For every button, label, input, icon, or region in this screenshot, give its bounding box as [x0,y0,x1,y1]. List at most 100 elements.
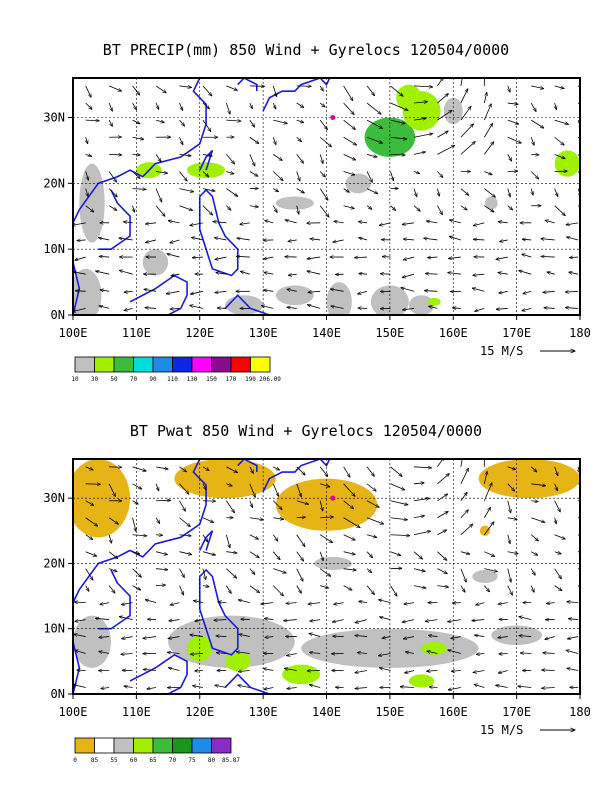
wind-vector [85,568,93,580]
wind-vector [272,534,278,541]
wind-vector [155,205,165,217]
wind-vector [507,518,517,520]
wind-vector [155,154,161,161]
shade-patch [484,196,498,210]
wind-vector [168,668,180,671]
wind-vector [499,291,508,293]
colorbar-swatch [250,356,271,373]
wind-vector [155,585,165,586]
wind-vector [531,551,538,556]
wind-vector [366,188,378,194]
wind-vector [413,483,424,484]
wind-vector [379,600,391,603]
wind-vector [99,256,110,257]
wind-vector [358,222,368,223]
wind-vector [519,617,532,620]
wind-vector [74,602,86,603]
wind-vector [437,145,454,155]
wind-vector [202,188,215,192]
wind-vector [343,569,357,571]
wind-vector [554,552,561,554]
wind-vector [402,619,415,623]
wind-vector [483,507,490,518]
bottom-title: BT Pwat 850 Wind + Gyrelocs 120504/0000 [129,422,483,440]
wind-vector [179,137,182,144]
wind-vector [179,102,182,110]
wind-vector [554,136,565,145]
wind-vector [484,188,495,198]
wind-vector [343,517,360,528]
wind-vector [167,254,180,258]
wind-vector [249,585,260,593]
wind-vector [218,602,227,603]
wind-vector [355,619,368,623]
wind-vector [413,551,423,559]
coastline [129,274,188,315]
wind-vector [437,205,442,215]
wind-vector [202,517,214,523]
wind-vector [343,585,352,590]
wind-vector [296,102,304,108]
wind-vector [413,516,425,518]
wind-vector [297,205,299,214]
wind-vector [124,686,133,687]
y-tick-label: 20N [43,176,65,190]
wind-vector [85,154,92,156]
wind-vector [343,188,350,193]
colorbar-swatch [74,356,95,373]
wind-vector [85,120,100,121]
wind-vector [190,654,203,655]
x-tick-label: 160E [439,705,468,719]
wind-vector [366,119,383,128]
wind-vector [99,651,110,653]
wind-vector [179,568,184,578]
wind-vector [437,512,448,519]
wind-vector [226,171,233,173]
wind-vector [554,568,562,579]
wind-vector [472,288,485,292]
x-tick-label: 140E [312,705,341,719]
x-tick-label: 180 [569,326,591,340]
wind-vector [263,668,274,670]
wind-vector [179,205,192,211]
wind-vector [474,684,485,688]
wind-vector [272,551,280,560]
x-tick-label: 130E [249,705,278,719]
wind-vector [460,459,463,467]
x-tick-label: 100E [59,326,88,340]
vector-reference-label: 15 M/S [480,344,523,358]
colorbar-label: 65 [149,757,157,764]
wind-vector [355,635,368,636]
wind-vector [309,685,321,688]
wind-vector [226,484,232,486]
wind-vector [132,119,140,124]
wind-vector [195,620,203,622]
wind-vector [100,290,110,292]
wind-vector [461,78,463,86]
wind-vector [437,94,448,104]
wind-vector [402,273,415,277]
wind-vector [496,256,508,259]
wind-vector [179,535,191,536]
wind-vector [272,85,276,97]
wind-vector [483,104,491,121]
wind-vector [146,239,157,243]
wind-vector [265,637,274,638]
wind-vector [355,687,368,688]
wind-vector [319,188,328,201]
wind-vector [85,534,93,540]
colorbar-swatch [94,356,115,373]
wind-vector [132,552,140,554]
wind-vector [437,586,448,587]
wind-vector [554,483,558,491]
wind-vector [400,687,414,688]
wind-vector [484,205,494,212]
wind-vector [355,670,368,673]
wind-vector [249,517,264,520]
wind-vector [261,603,274,604]
wind-vector [530,585,534,593]
wind-vector [379,617,391,620]
wind-vector [226,585,231,594]
wind-vector [472,620,485,621]
wind-vector [565,308,579,309]
